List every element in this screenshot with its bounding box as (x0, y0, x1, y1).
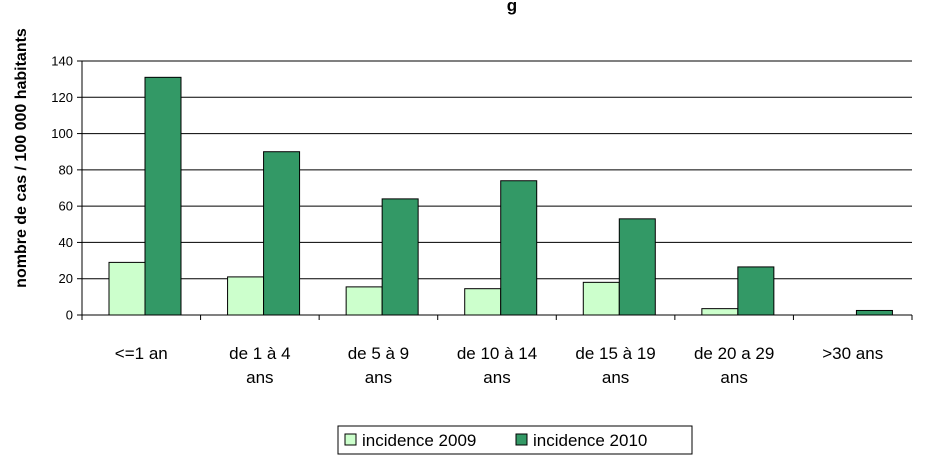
bar-incidence-2010-6 (855, 309, 893, 316)
bar-incidence-2009-0 (108, 261, 146, 316)
bar-incidence-2010-5 (737, 266, 775, 316)
legend-swatch (344, 433, 357, 446)
x-tick-label: de 5 à 9 (348, 344, 409, 363)
y-axis-ticks: 0 20 40 60 80 100 120 140 (51, 54, 82, 323)
x-tick-label: ans (483, 368, 510, 387)
bars (108, 76, 893, 316)
gridlines (82, 60, 912, 280)
x-tick-label: ans (246, 368, 273, 387)
x-axis-ticks: <=1 an de 1 à 4 ans de 5 à 9 ans de 10 à 14 an… (81, 315, 913, 387)
bar-incidence-2010-1 (263, 151, 301, 316)
bar-incidence-2010-4 (618, 218, 656, 316)
y-tick-label: 100 (51, 126, 73, 141)
legend: incidence 2009 incidence 2010 (337, 425, 693, 455)
x-tick-label: de 15 à 19 (575, 344, 655, 363)
y-tick-label: 140 (51, 54, 73, 69)
bar-incidence-2009-5 (701, 308, 739, 316)
bar-incidence-2009-3 (464, 288, 502, 316)
legend-swatch (515, 433, 528, 446)
y-tick-label: 120 (51, 90, 73, 105)
legend-label: incidence 2009 (362, 431, 476, 450)
legend-box (337, 425, 693, 455)
y-tick-label: 0 (66, 308, 73, 323)
bar-incidence-2010-3 (500, 180, 538, 316)
axes (81, 61, 912, 316)
legend-label: incidence 2010 (533, 431, 647, 450)
bar-incidence-2010-0 (144, 76, 182, 316)
chart-title: g (507, 0, 517, 15)
bar-incidence-2009-4 (582, 281, 620, 316)
bar-incidence-2009-2 (345, 286, 383, 316)
x-tick-label: de 20 a 29 (694, 344, 774, 363)
y-tick-label: 40 (59, 235, 73, 250)
bar-incidence-2010-2 (381, 198, 419, 316)
x-tick-label: de 1 à 4 (229, 344, 290, 363)
y-tick-label: 80 (59, 162, 73, 177)
x-tick-label: ans (602, 368, 629, 387)
y-tick-label: 20 (59, 271, 73, 286)
x-tick-label: ans (365, 368, 392, 387)
bar-incidence-2009-1 (227, 276, 265, 316)
x-tick-label: de 10 à 14 (457, 344, 537, 363)
x-tick-label: <=1 an (115, 344, 168, 363)
y-axis-label: nombre de cas / 100 000 habitants (13, 28, 30, 288)
y-tick-label: 60 (59, 199, 73, 214)
x-tick-label: >30 ans (822, 344, 883, 363)
x-tick-label: ans (720, 368, 747, 387)
